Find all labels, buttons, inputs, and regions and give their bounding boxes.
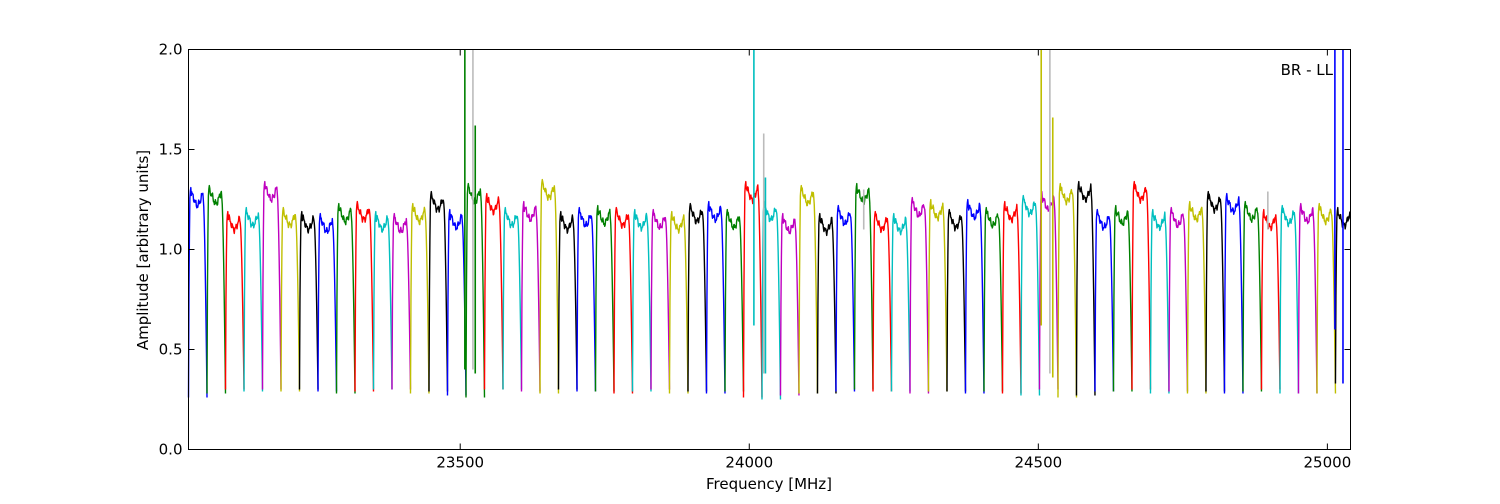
series-band-5 <box>261 180 282 390</box>
series-band-26 <box>650 208 671 390</box>
series-band-58 <box>1242 200 1263 392</box>
series-band-14 <box>428 190 449 392</box>
series-band-19 <box>520 200 541 392</box>
series-band-42 <box>946 208 967 392</box>
series-band-18 <box>502 206 523 390</box>
series-band-30 <box>724 208 745 392</box>
series-band-53 <box>1149 208 1170 394</box>
series-band-56 <box>1205 190 1226 392</box>
series-band-4 <box>243 206 264 392</box>
series-band-31 <box>742 180 763 398</box>
series-band-12 <box>391 212 412 390</box>
series-band-20 <box>539 178 560 394</box>
series-band-46 <box>1020 194 1041 396</box>
series-band-55 <box>1186 200 1207 394</box>
series-band-57 <box>1223 192 1244 394</box>
series-band-7 <box>298 210 319 390</box>
series-band-27 <box>668 210 689 394</box>
plot-frame <box>188 49 1351 450</box>
series-band-11 <box>372 210 393 390</box>
series-band-9 <box>335 202 356 394</box>
series-band-49 <box>1075 180 1096 396</box>
y-tick-label: 2.0 <box>159 41 183 59</box>
series-band-50 <box>1094 208 1115 392</box>
series-band-44 <box>983 206 1004 392</box>
series-band-8 <box>317 212 338 392</box>
x-tick-label: 24500 <box>1014 454 1062 472</box>
y-tick-label: 0.0 <box>159 441 183 459</box>
series-band-17 <box>483 192 504 390</box>
tick-layer: 23500 24000 24500 25000 0.0 0.5 1.0 1.5 2.0 <box>159 41 1352 472</box>
series-band-54 <box>1168 206 1189 392</box>
series-band-21 <box>557 210 578 390</box>
x-axis-label: Frequency [MHz] <box>706 475 832 493</box>
series-band-45 <box>1001 200 1022 394</box>
series-layer <box>187 178 1351 400</box>
x-tick-label: 23500 <box>436 454 484 472</box>
y-axis-label: Amplitude [arbitrary units] <box>134 150 152 350</box>
series-band-35 <box>816 212 837 394</box>
series-band-1 <box>187 186 208 398</box>
y-tick-label: 1.0 <box>159 241 183 259</box>
series-band-13 <box>409 202 430 394</box>
series-band-60 <box>1279 204 1300 394</box>
series-band-41 <box>927 198 948 392</box>
series-band-51 <box>1112 204 1133 392</box>
series-band-15 <box>446 208 467 396</box>
spike-layer <box>464 49 1344 384</box>
series-band-22 <box>576 206 597 392</box>
annotation-label: BR - LL <box>1281 61 1334 79</box>
series-band-2 <box>206 184 227 394</box>
series-band-39 <box>890 212 911 392</box>
series-band-24 <box>613 206 634 394</box>
series-band-3 <box>224 210 245 390</box>
y-tick-label: 1.5 <box>159 141 183 159</box>
series-band-36 <box>835 204 856 392</box>
series-band-34 <box>798 184 819 394</box>
series-band-25 <box>631 208 652 392</box>
y-tick-label: 0.5 <box>159 341 183 359</box>
series-band-29 <box>705 200 726 394</box>
series-band-10 <box>354 200 375 392</box>
series-band-28 <box>687 202 708 392</box>
series-band-61 <box>1297 202 1318 394</box>
x-tick-label: 25000 <box>1304 454 1352 472</box>
series-band-23 <box>594 204 615 392</box>
series-band-47 <box>1038 190 1059 390</box>
series-band-38 <box>872 210 893 392</box>
series-band-48 <box>1057 182 1078 398</box>
series-band-33 <box>779 212 800 396</box>
series-band-62 <box>1316 202 1337 394</box>
series-band-6 <box>280 206 301 392</box>
x-tick-label: 24000 <box>725 454 773 472</box>
series-band-40 <box>909 196 930 394</box>
series-band-43 <box>964 198 985 394</box>
series-band-52 <box>1131 180 1152 390</box>
series-band-59 <box>1260 208 1281 390</box>
